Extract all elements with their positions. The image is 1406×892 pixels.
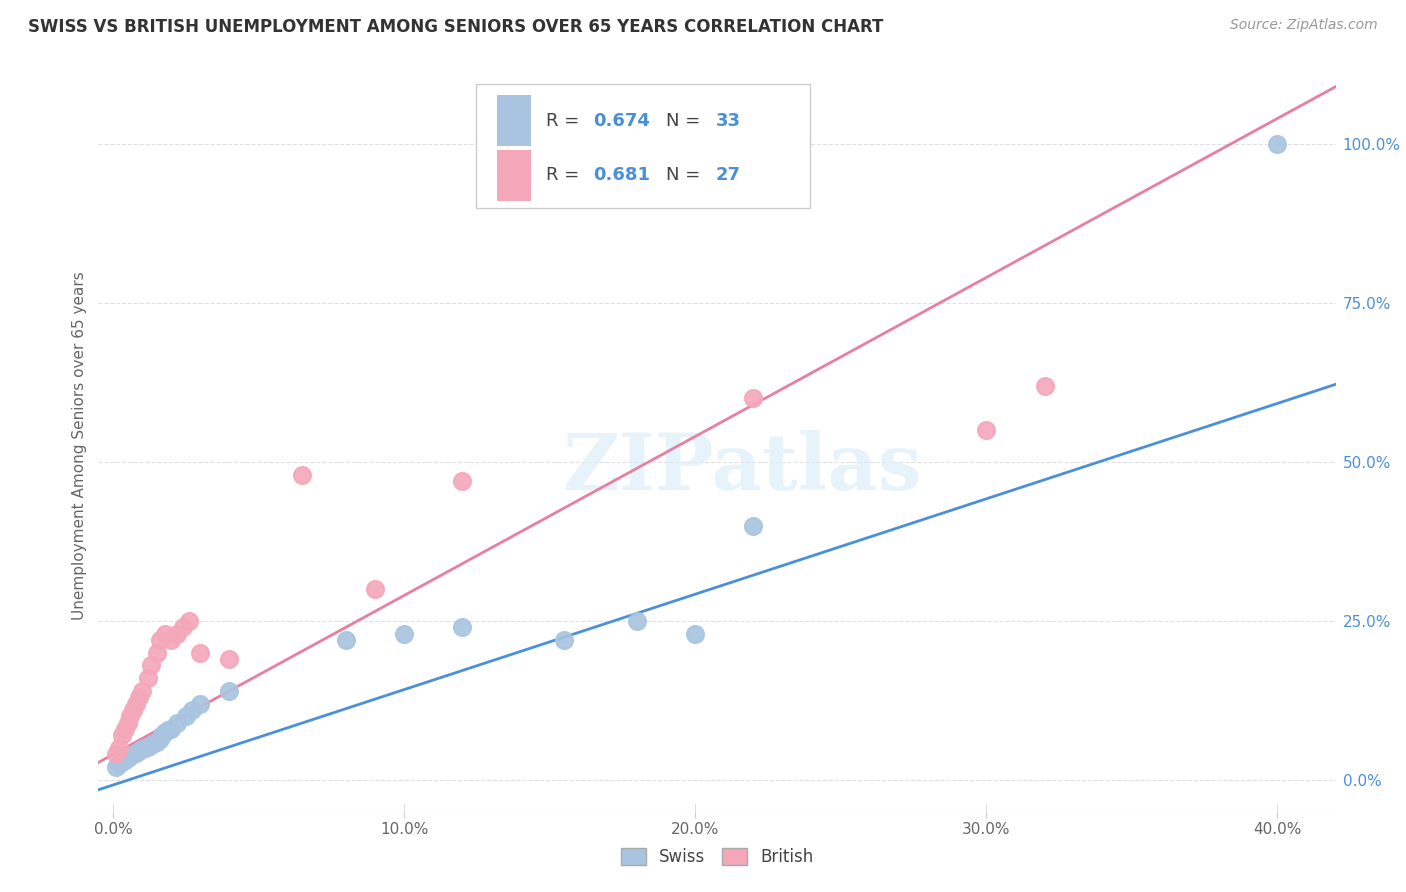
Point	[122, 747, 145, 762]
Point	[107, 757, 129, 772]
Point	[139, 738, 162, 752]
Point	[683, 626, 706, 640]
Point	[104, 760, 127, 774]
Point	[128, 744, 150, 758]
Point	[451, 474, 474, 488]
Point	[131, 684, 153, 698]
Point	[174, 709, 197, 723]
Point	[160, 722, 183, 736]
FancyBboxPatch shape	[496, 95, 531, 146]
Text: SWISS VS BRITISH UNEMPLOYMENT AMONG SENIORS OVER 65 YEARS CORRELATION CHART: SWISS VS BRITISH UNEMPLOYMENT AMONG SENI…	[28, 18, 883, 36]
Point	[291, 467, 314, 482]
Point	[976, 423, 998, 437]
Point	[117, 715, 139, 730]
Point	[626, 614, 648, 628]
Text: 0.674: 0.674	[593, 112, 650, 129]
Text: N =: N =	[666, 167, 706, 185]
Text: N =: N =	[666, 112, 706, 129]
Point	[111, 728, 134, 742]
Point	[177, 614, 200, 628]
Point	[364, 582, 387, 596]
FancyBboxPatch shape	[475, 84, 810, 209]
Point	[188, 697, 211, 711]
Point	[1033, 378, 1056, 392]
Point	[114, 722, 136, 736]
Point	[145, 735, 167, 749]
Y-axis label: Unemployment Among Seniors over 65 years: Unemployment Among Seniors over 65 years	[72, 272, 87, 620]
Point	[553, 632, 575, 647]
Point	[335, 632, 357, 647]
Point	[136, 671, 159, 685]
Point	[180, 703, 202, 717]
Point	[125, 697, 148, 711]
Point	[107, 741, 129, 756]
Point	[148, 632, 170, 647]
Legend: Swiss, British: Swiss, British	[614, 841, 820, 873]
Point	[160, 632, 183, 647]
Point	[117, 750, 139, 764]
Point	[136, 739, 159, 754]
Text: Source: ZipAtlas.com: Source: ZipAtlas.com	[1230, 18, 1378, 32]
Point	[111, 755, 134, 769]
Point	[742, 518, 765, 533]
Text: R =: R =	[547, 112, 585, 129]
Point	[134, 741, 156, 756]
Point	[114, 753, 136, 767]
Point	[172, 620, 194, 634]
Point	[145, 646, 167, 660]
Text: 33: 33	[716, 112, 741, 129]
Point	[166, 715, 188, 730]
Text: R =: R =	[547, 167, 585, 185]
FancyBboxPatch shape	[496, 150, 531, 201]
Point	[120, 748, 142, 763]
Text: 27: 27	[716, 167, 741, 185]
Point	[148, 731, 170, 746]
Point	[188, 646, 211, 660]
Point	[125, 746, 148, 760]
Point	[166, 626, 188, 640]
Point	[128, 690, 150, 705]
Point	[122, 703, 145, 717]
Point	[155, 725, 177, 739]
Point	[104, 747, 127, 762]
Point	[742, 392, 765, 406]
Point	[218, 684, 240, 698]
Point	[218, 652, 240, 666]
Point	[139, 658, 162, 673]
Point	[451, 620, 474, 634]
Point	[142, 736, 165, 750]
Point	[1267, 136, 1289, 151]
Text: ZIPatlas: ZIPatlas	[562, 430, 921, 506]
Point	[120, 709, 142, 723]
Point	[157, 723, 180, 738]
Point	[152, 728, 174, 742]
Text: 0.681: 0.681	[593, 167, 651, 185]
Point	[392, 626, 415, 640]
Point	[131, 742, 153, 756]
Point	[155, 626, 177, 640]
